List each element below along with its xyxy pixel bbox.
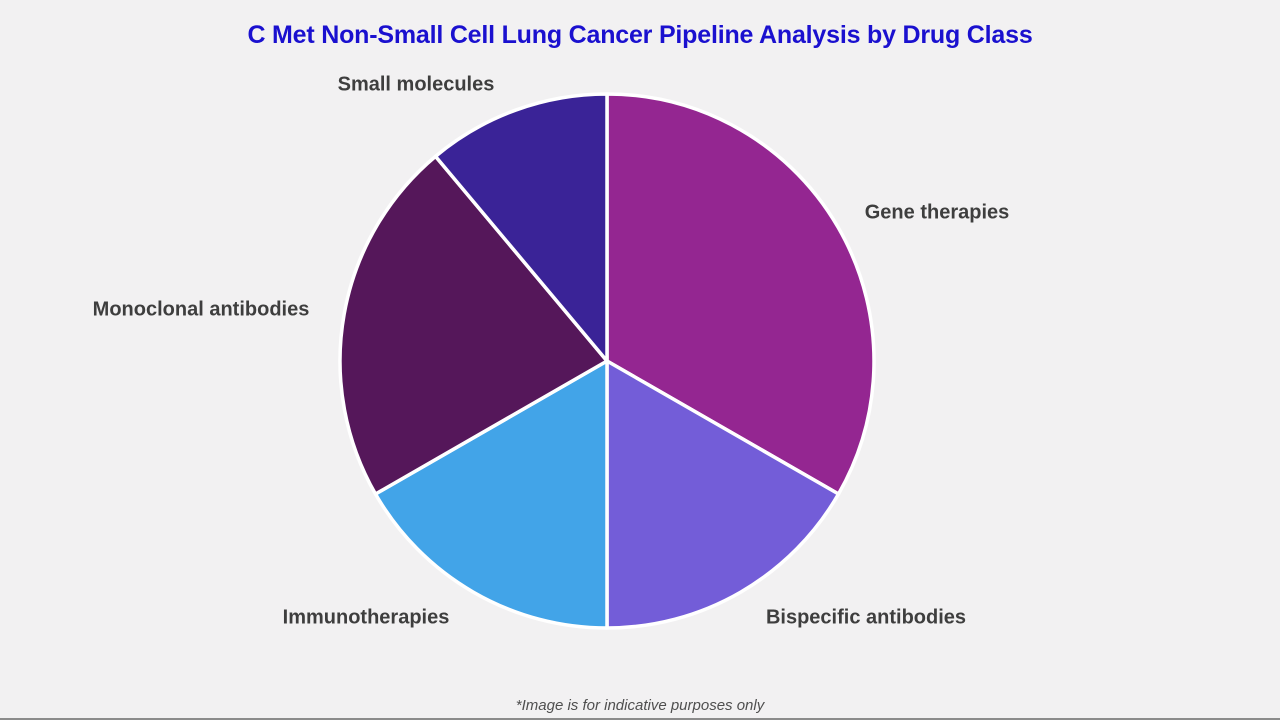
slice-label-monoclonal-antibodies: Monoclonal antibodies (92, 298, 310, 321)
bottom-edge-line (0, 718, 1280, 720)
pie-slice-monoclonal-antibodies (338, 154, 609, 496)
pie-slice-bispecific-antibodies (605, 359, 841, 630)
pie-slice-immunotherapies (373, 359, 609, 630)
slice-label-bispecific-antibodies: Bispecific antibodies (765, 606, 967, 629)
chart-title: C Met Non-Small Cell Lung Cancer Pipelin… (247, 21, 1033, 49)
slice-label-small-molecules: Small molecules (337, 73, 495, 96)
slice-label-gene-therapies: Gene therapies (864, 201, 1010, 224)
pie-slice-small-molecules (433, 92, 609, 363)
slice-label-immunotherapies: Immunotherapies (282, 606, 450, 629)
pie-slice-gene-therapies (605, 92, 876, 496)
disclaimer-footnote: *Image is for indicative purposes only (515, 697, 765, 714)
